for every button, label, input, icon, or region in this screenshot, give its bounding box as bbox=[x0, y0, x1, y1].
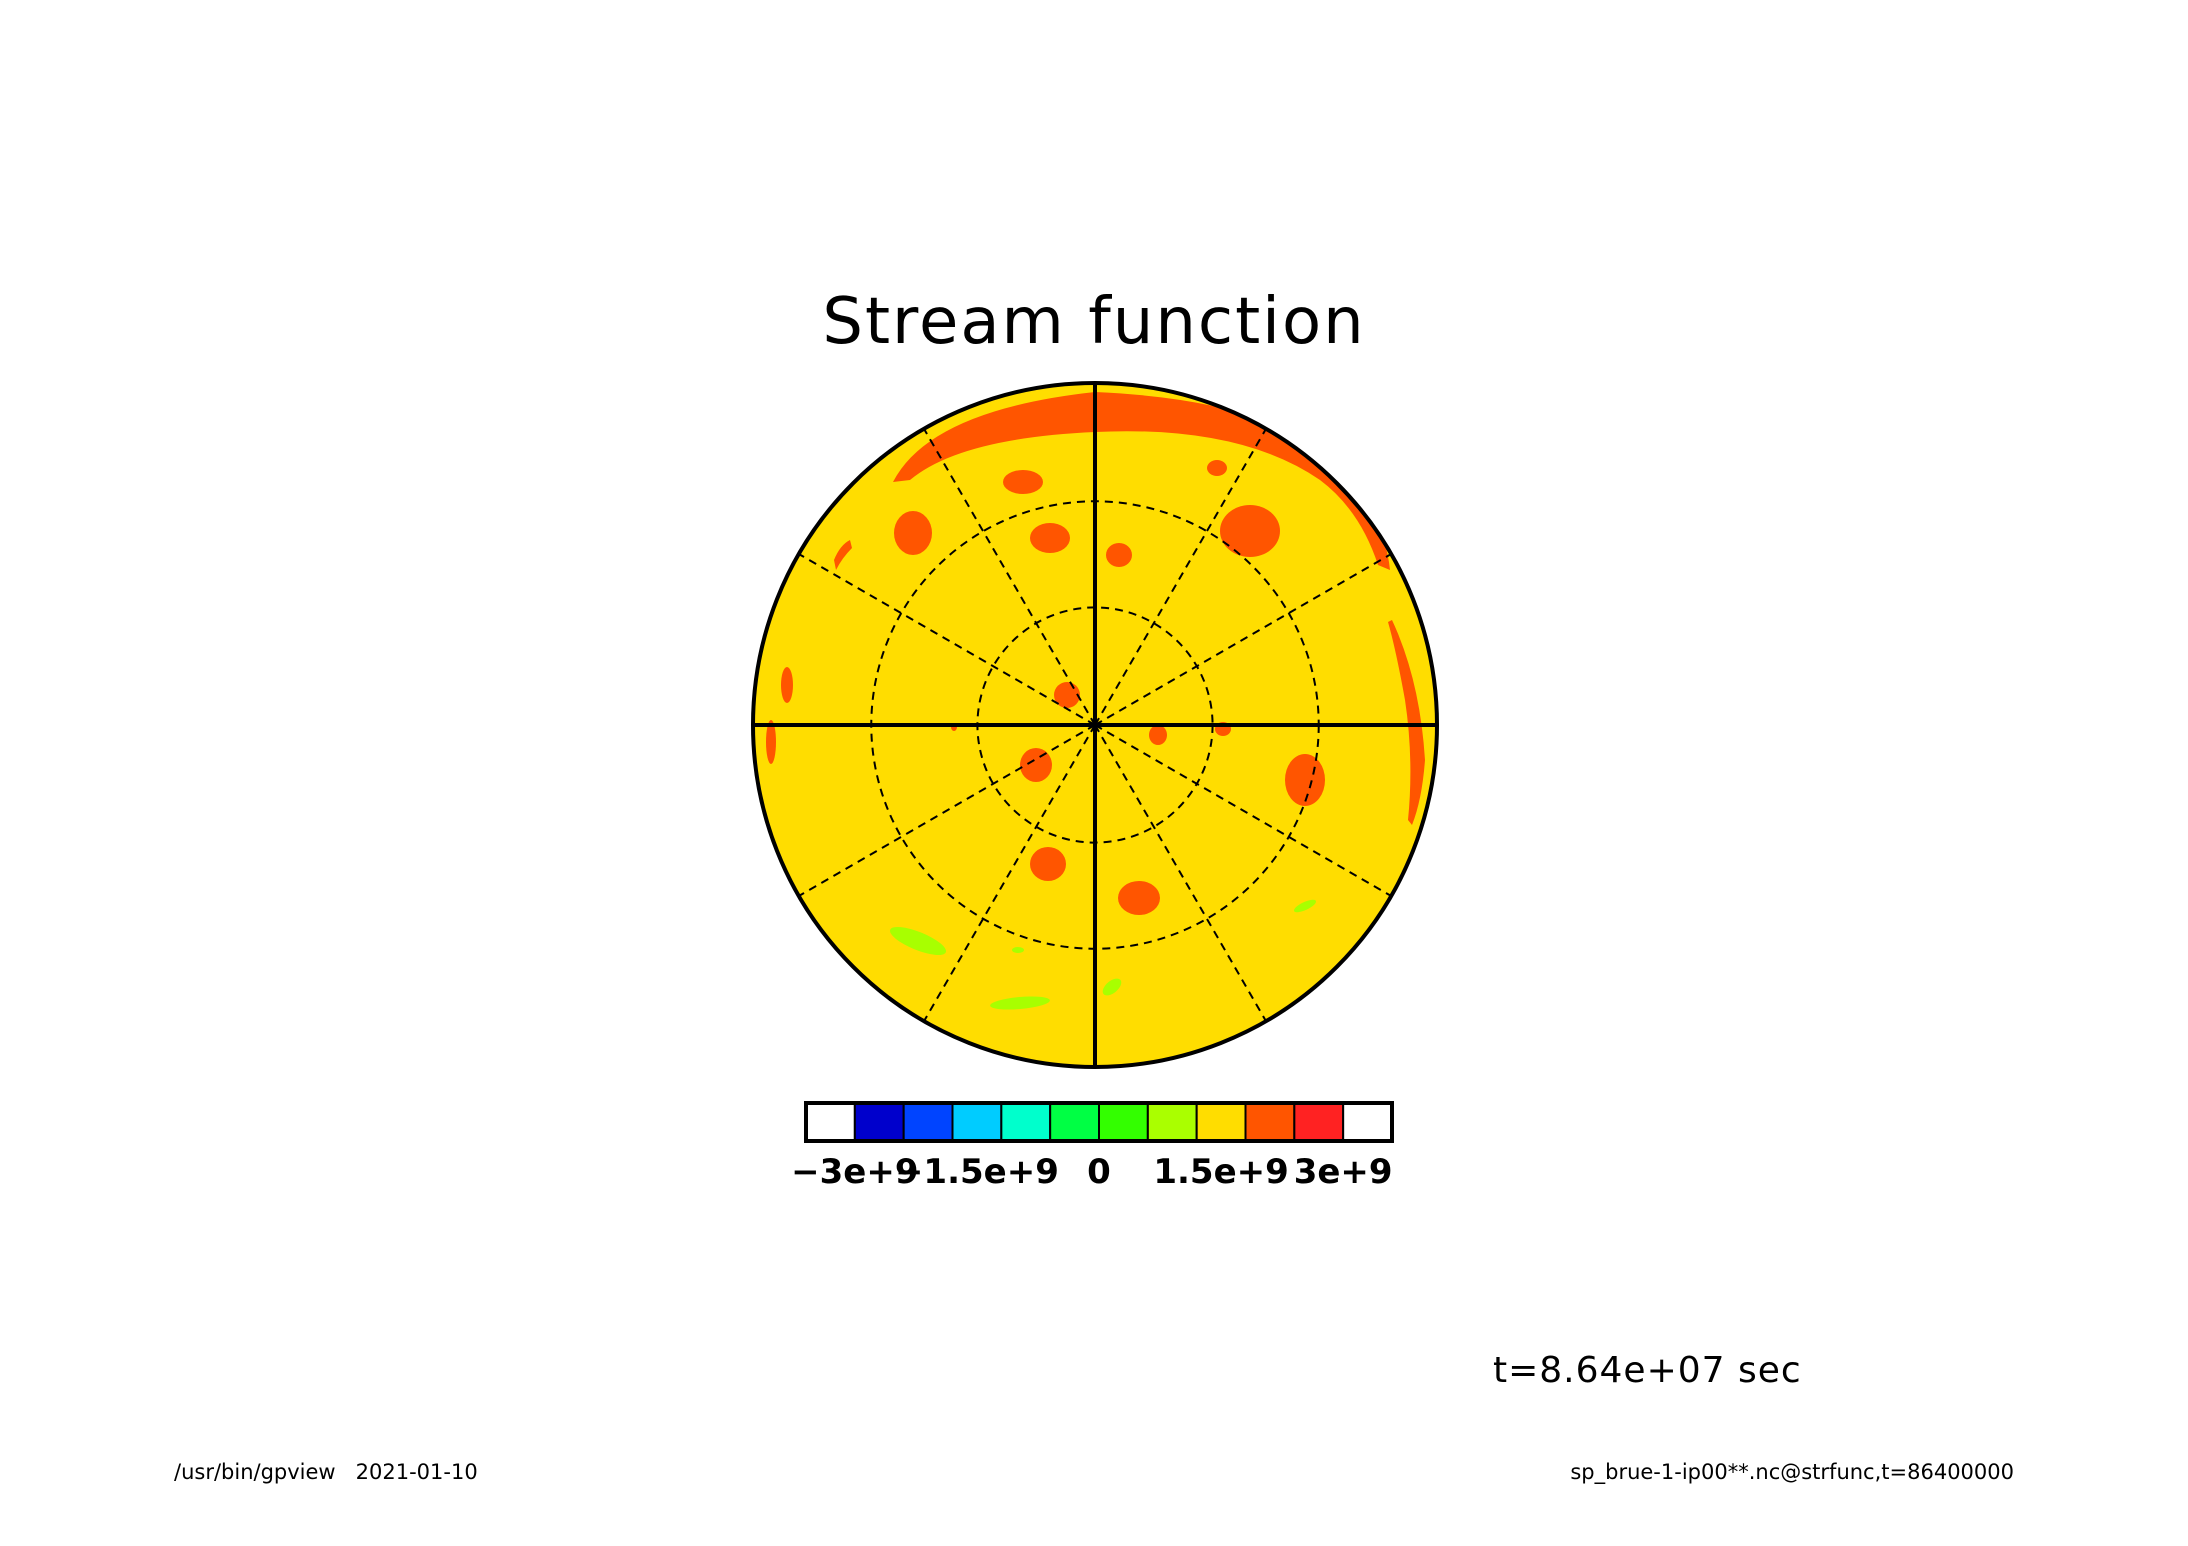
low-contour bbox=[1293, 899, 1317, 913]
meridian-line bbox=[798, 724, 1096, 897]
high-contour bbox=[834, 540, 852, 570]
colorbar-swatch bbox=[1293, 1102, 1345, 1142]
high-contour bbox=[1106, 543, 1132, 567]
chart-title: Stream function bbox=[822, 285, 1366, 359]
high-contour bbox=[893, 392, 1390, 570]
meridian-line bbox=[1094, 724, 1392, 897]
high-contour bbox=[1118, 881, 1160, 915]
high-contour bbox=[781, 667, 793, 703]
meridian-line bbox=[1094, 428, 1267, 726]
colorbar-tick-label: 1.5e+9 bbox=[1153, 1152, 1288, 1192]
high-contour bbox=[894, 511, 932, 555]
colorbar-swatch bbox=[902, 1102, 954, 1142]
colorbar-tick-label: −3e+9 bbox=[791, 1152, 918, 1192]
low-contour bbox=[1102, 978, 1122, 996]
high-contour bbox=[766, 720, 776, 764]
colorbar-swatch bbox=[1195, 1102, 1247, 1142]
program-path: /usr/bin/gpview bbox=[174, 1460, 336, 1484]
low-contour bbox=[1012, 947, 1024, 953]
meridian-line bbox=[1094, 553, 1392, 726]
colorbar-swatch bbox=[951, 1102, 1003, 1142]
low-contour bbox=[889, 927, 947, 955]
meridian-line bbox=[1094, 724, 1267, 1022]
meridian-line bbox=[923, 724, 1096, 1022]
high-contour bbox=[1207, 460, 1227, 476]
colorbar-swatch bbox=[1098, 1102, 1149, 1142]
footer-program-info: /usr/bin/gpview 2021-01-10 bbox=[174, 1460, 478, 1484]
grid-lines bbox=[753, 383, 1437, 1067]
meridian-line bbox=[923, 428, 1096, 726]
low-contour bbox=[990, 996, 1050, 1010]
time-label: t=8.64e+07 sec bbox=[1493, 1350, 1802, 1391]
colorbar-swatch bbox=[1049, 1102, 1100, 1142]
colorbar-tick-label: 3e+9 bbox=[1294, 1152, 1393, 1192]
colorbar-swatch bbox=[853, 1102, 905, 1142]
colorbar-swatch bbox=[1244, 1102, 1296, 1142]
high-contour bbox=[1285, 754, 1325, 806]
map-outline bbox=[751, 381, 1439, 1069]
colorbar: −3e+9−1.5e+9 0 1.5e+9 3e+9 bbox=[791, 1101, 1394, 1192]
colorbar-swatch bbox=[1146, 1102, 1198, 1142]
high-contour bbox=[1030, 847, 1066, 881]
footer-source: sp_brue-1-ip00**.nc@strfunc,t=86400000 bbox=[1570, 1460, 2014, 1484]
high-contour bbox=[1149, 725, 1167, 745]
colorbar-outline bbox=[804, 1101, 1394, 1143]
high-contour bbox=[1220, 505, 1280, 557]
contour-features bbox=[766, 392, 1425, 1010]
plot-date: 2021-01-10 bbox=[355, 1460, 478, 1484]
colorbar-swatch bbox=[805, 1102, 856, 1142]
high-contour bbox=[1388, 620, 1425, 825]
colorbar-tick-label: −1.5e+9 bbox=[895, 1152, 1059, 1192]
high-contour bbox=[1020, 748, 1052, 782]
high-contour bbox=[1030, 523, 1070, 553]
colorbar-swatch bbox=[1000, 1102, 1052, 1142]
meridian-line bbox=[798, 553, 1096, 726]
map-disk bbox=[751, 381, 1439, 1069]
colorbar-swatch bbox=[1342, 1102, 1393, 1142]
high-contour bbox=[1003, 470, 1043, 494]
colorbar-tick-label: 0 bbox=[1087, 1152, 1111, 1192]
